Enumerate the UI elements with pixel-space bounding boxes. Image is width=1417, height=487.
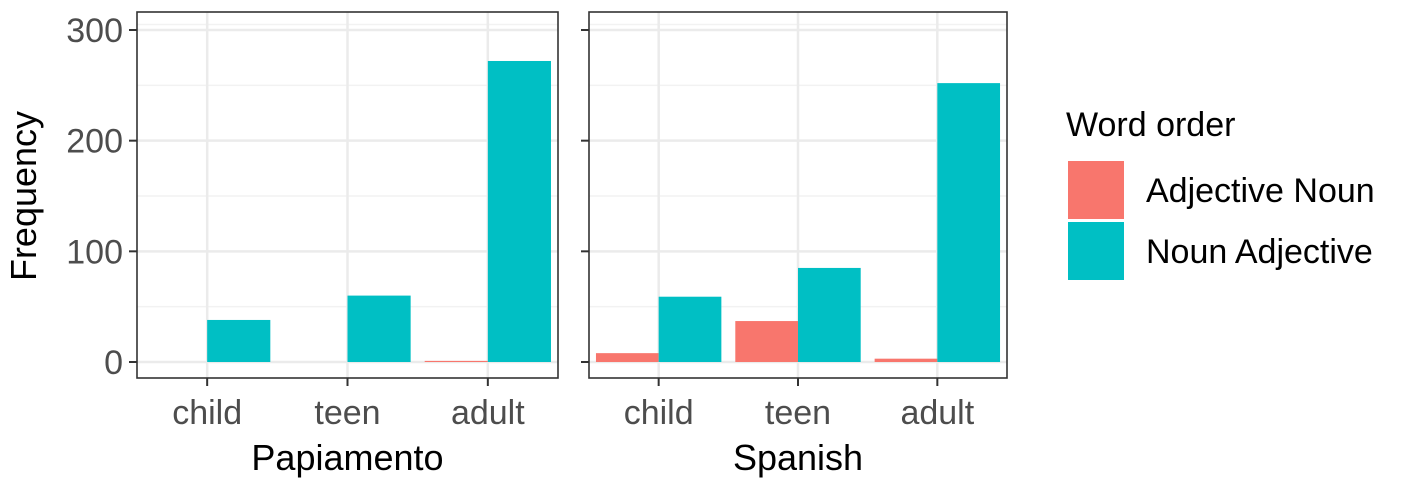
x-tick-label: child — [624, 394, 694, 432]
x-axis-title: Spanish — [733, 437, 863, 478]
bar-noun-adjective-child — [207, 319, 271, 362]
bar-noun-adjective-adult — [937, 83, 1001, 363]
x-tick-label: teen — [765, 394, 831, 432]
legend-title: Word order — [1066, 106, 1235, 144]
legend-label: Adjective Noun — [1146, 172, 1375, 210]
y-tick-label: 100 — [66, 233, 123, 271]
bar-noun-adjective-child — [658, 296, 722, 362]
bar-noun-adjective-teen — [347, 295, 411, 362]
y-axis-title: Frequency — [3, 111, 44, 281]
panel-spanish: child teen adult Spanish — [581, 11, 1008, 478]
legend-label: Noun Adjective — [1146, 233, 1373, 271]
legend-key-noun-adjective — [1068, 222, 1124, 280]
bar-adjective-noun-teen — [735, 321, 798, 362]
bar-noun-adjective-teen — [798, 267, 861, 362]
y-tick-label: 0 — [104, 344, 123, 382]
y-tick-label: 300 — [66, 12, 123, 50]
x-tick-label: child — [172, 394, 242, 432]
x-axis-title: Papiamento — [251, 437, 443, 478]
x-tick-label: adult — [900, 394, 974, 432]
bar-adjective-noun-adult — [424, 360, 488, 362]
y-tick-label: 200 — [66, 123, 123, 161]
bar-adjective-noun-child — [595, 353, 659, 362]
bar-adjective-noun-adult — [874, 358, 938, 362]
legend-key-adjective-noun — [1068, 161, 1124, 219]
x-tick-label: adult — [451, 394, 525, 432]
x-tick-label: teen — [314, 394, 380, 432]
bar-noun-adjective-adult — [487, 60, 551, 363]
legend: Word order Adjective Noun Noun Adjective — [1066, 106, 1375, 280]
